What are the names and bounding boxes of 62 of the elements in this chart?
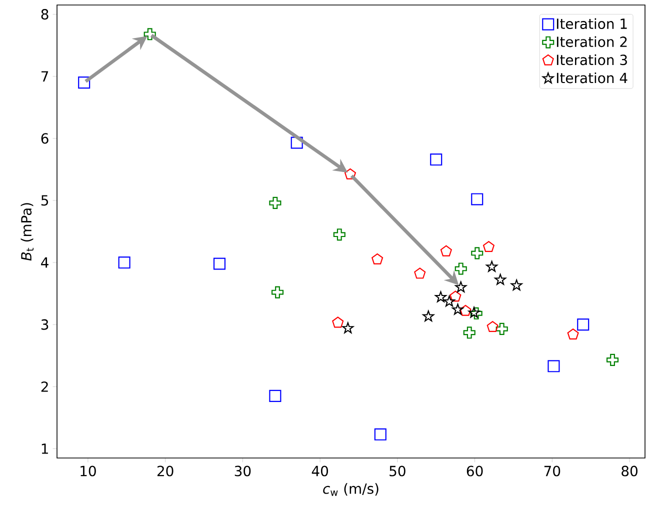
point bbox=[510, 279, 522, 290]
point bbox=[118, 256, 130, 269]
point bbox=[78, 76, 90, 89]
point bbox=[452, 304, 464, 315]
x-tick-label: 40 bbox=[312, 466, 328, 476]
y-tick-label: 1 bbox=[42, 444, 48, 454]
point bbox=[496, 322, 508, 335]
point bbox=[333, 228, 346, 241]
legend-label: Iteration 1 bbox=[556, 18, 627, 30]
point bbox=[213, 258, 226, 270]
point bbox=[460, 304, 472, 316]
point bbox=[468, 306, 480, 318]
y-tick-label: 7 bbox=[42, 71, 48, 82]
y-tick-label: 3 bbox=[41, 319, 48, 330]
point bbox=[606, 354, 619, 366]
point bbox=[482, 240, 494, 252]
point bbox=[454, 262, 467, 275]
point bbox=[430, 153, 442, 166]
legend-label: Iteration 2 bbox=[556, 36, 627, 48]
point bbox=[342, 322, 354, 334]
point bbox=[374, 428, 386, 440]
point bbox=[463, 326, 476, 339]
y-tick-label: 4 bbox=[41, 257, 48, 268]
x-tick-label: 20 bbox=[157, 466, 174, 476]
point bbox=[422, 310, 434, 322]
legend-label: Iteration 4 bbox=[556, 72, 628, 84]
point bbox=[440, 245, 452, 256]
point bbox=[269, 196, 282, 209]
x-tick-label: 60 bbox=[466, 466, 483, 476]
x-tick-label: 50 bbox=[390, 466, 406, 476]
point bbox=[271, 286, 284, 298]
y-tick-label: 2 bbox=[41, 381, 48, 392]
point bbox=[486, 321, 498, 332]
y-tick-label: 6 bbox=[41, 133, 48, 144]
point bbox=[455, 281, 467, 292]
y-tick-label: 5 bbox=[41, 195, 48, 206]
point bbox=[332, 316, 344, 328]
point bbox=[290, 136, 303, 149]
point bbox=[471, 247, 484, 260]
y-tick-label: 8 bbox=[41, 9, 48, 20]
point bbox=[486, 260, 498, 272]
point bbox=[548, 360, 560, 372]
point bbox=[444, 296, 456, 307]
x-tick-label: 10 bbox=[80, 466, 96, 476]
point bbox=[144, 28, 156, 40]
point bbox=[471, 193, 484, 206]
point bbox=[344, 168, 356, 180]
x-tick-label: 70 bbox=[544, 466, 560, 476]
point bbox=[414, 268, 426, 279]
point bbox=[567, 328, 579, 340]
legend-label: Iteration 3 bbox=[556, 54, 627, 66]
point bbox=[494, 274, 506, 285]
point bbox=[372, 253, 384, 264]
point bbox=[577, 318, 590, 331]
point bbox=[434, 291, 447, 302]
x-tick-label: 80 bbox=[622, 466, 638, 476]
point bbox=[470, 307, 482, 320]
x-axis-title: c$_{w}$ (m/s) bbox=[323, 483, 378, 496]
point bbox=[269, 390, 282, 402]
x-tick-label: 30 bbox=[234, 466, 251, 476]
y-axis-title: B$_{t}$ (mPa) bbox=[20, 203, 34, 261]
point bbox=[450, 290, 462, 302]
